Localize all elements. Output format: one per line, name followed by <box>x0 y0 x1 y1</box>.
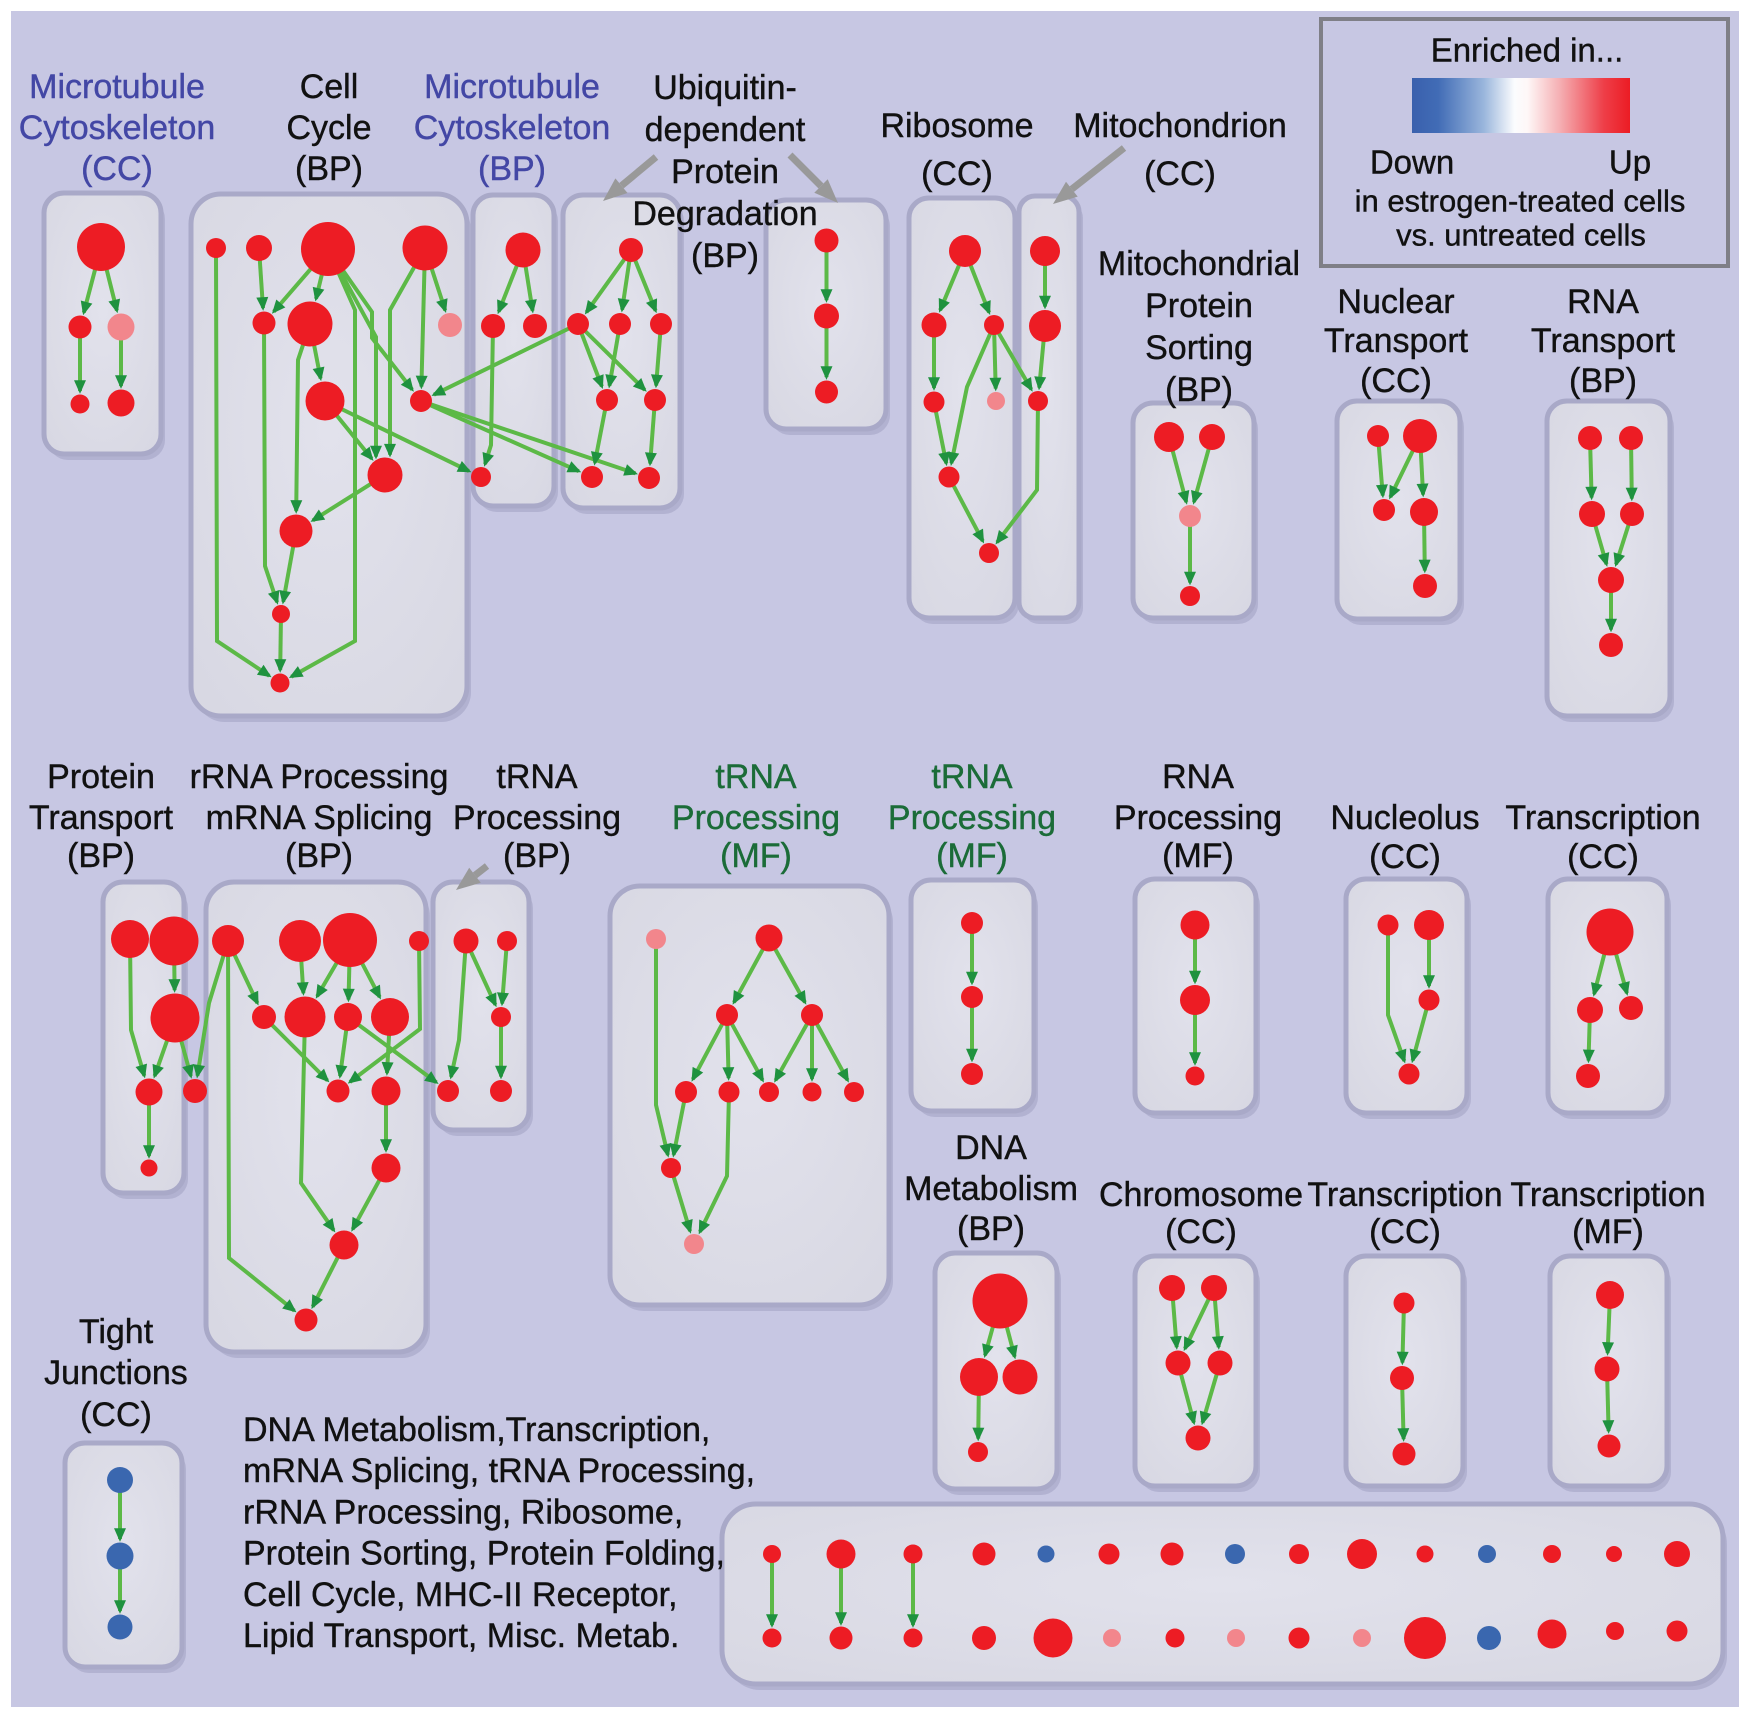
svg-text:rRNA Processing: rRNA Processing <box>190 758 449 796</box>
svg-text:Cytoskeleton: Cytoskeleton <box>19 109 216 147</box>
svg-text:Transcription: Transcription <box>1307 1176 1502 1214</box>
svg-text:Transport: Transport <box>1531 322 1676 360</box>
svg-text:Ubiquitin-: Ubiquitin- <box>653 69 797 107</box>
svg-text:Cell: Cell <box>300 68 359 106</box>
svg-text:Chromosome: Chromosome <box>1099 1176 1303 1214</box>
svg-text:Transcription: Transcription <box>1510 1176 1705 1214</box>
svg-text:Cell Cycle, MHC-II Receptor,: Cell Cycle, MHC-II Receptor, <box>243 1576 678 1614</box>
svg-text:(CC): (CC) <box>1144 155 1216 193</box>
svg-text:Protein: Protein <box>1145 287 1253 325</box>
svg-text:Up: Up <box>1609 144 1651 181</box>
svg-text:(BP): (BP) <box>957 1210 1025 1248</box>
svg-text:(MF): (MF) <box>936 837 1008 875</box>
svg-text:Junctions: Junctions <box>44 1354 188 1392</box>
svg-text:Cytoskeleton: Cytoskeleton <box>414 109 611 147</box>
svg-text:(BP): (BP) <box>295 150 363 188</box>
svg-text:(BP): (BP) <box>285 837 353 875</box>
svg-text:Protein: Protein <box>47 758 155 796</box>
svg-text:Ribosome: Ribosome <box>880 107 1033 145</box>
svg-text:Degradation: Degradation <box>632 195 817 233</box>
svg-text:(BP): (BP) <box>503 837 571 875</box>
svg-text:Cycle: Cycle <box>286 109 371 147</box>
svg-text:(CC): (CC) <box>1360 362 1432 400</box>
svg-text:(BP): (BP) <box>67 837 135 875</box>
svg-text:Microtubule: Microtubule <box>29 68 205 106</box>
svg-text:tRNA: tRNA <box>715 758 797 796</box>
svg-text:Enriched in...: Enriched in... <box>1431 32 1624 69</box>
svg-text:(MF): (MF) <box>1162 837 1234 875</box>
svg-text:Transcription: Transcription <box>1505 799 1700 837</box>
svg-text:Processing: Processing <box>672 799 840 837</box>
svg-text:Transport: Transport <box>1324 322 1469 360</box>
svg-text:(CC): (CC) <box>1369 1213 1441 1251</box>
svg-text:(CC): (CC) <box>1567 838 1639 876</box>
svg-text:DNA: DNA <box>955 1129 1027 1167</box>
svg-text:Protein: Protein <box>671 153 779 191</box>
svg-text:Metabolism: Metabolism <box>904 1170 1078 1208</box>
svg-text:Processing: Processing <box>453 799 621 837</box>
svg-text:rRNA Processing, Ribosome,: rRNA Processing, Ribosome, <box>243 1493 683 1531</box>
svg-text:Tight: Tight <box>79 1313 154 1351</box>
svg-text:Protein Sorting, Protein Foldi: Protein Sorting, Protein Folding, <box>243 1535 725 1573</box>
svg-text:RNA: RNA <box>1567 283 1639 321</box>
svg-text:in estrogen-treated cells: in estrogen-treated cells <box>1355 184 1686 219</box>
svg-text:dependent: dependent <box>645 111 806 149</box>
svg-text:(CC): (CC) <box>81 150 153 188</box>
svg-text:vs. untreated cells: vs. untreated cells <box>1396 218 1646 253</box>
svg-text:(CC): (CC) <box>921 155 993 193</box>
svg-text:(MF): (MF) <box>1572 1213 1644 1251</box>
svg-text:mRNA Splicing, tRNA Processing: mRNA Splicing, tRNA Processing, <box>243 1452 755 1490</box>
svg-text:Nucleolus: Nucleolus <box>1330 799 1479 837</box>
svg-text:(BP): (BP) <box>1165 371 1233 409</box>
svg-text:Nuclear: Nuclear <box>1337 283 1454 321</box>
svg-text:mRNA Splicing: mRNA Splicing <box>206 799 433 837</box>
svg-text:(CC): (CC) <box>80 1396 152 1434</box>
svg-text:DNA Metabolism,Transcription,: DNA Metabolism,Transcription, <box>243 1411 710 1449</box>
svg-text:Mitochondrion: Mitochondrion <box>1073 107 1287 145</box>
svg-text:Down: Down <box>1370 144 1454 181</box>
svg-text:tRNA: tRNA <box>931 758 1013 796</box>
svg-text:(CC): (CC) <box>1165 1213 1237 1251</box>
svg-text:(BP): (BP) <box>1569 362 1637 400</box>
svg-text:(MF): (MF) <box>720 837 792 875</box>
svg-text:Mitochondrial: Mitochondrial <box>1098 245 1300 283</box>
svg-text:Transport: Transport <box>29 799 174 837</box>
svg-text:(CC): (CC) <box>1369 838 1441 876</box>
svg-text:Microtubule: Microtubule <box>424 68 600 106</box>
svg-text:(BP): (BP) <box>478 150 546 188</box>
svg-text:tRNA: tRNA <box>496 758 578 796</box>
svg-text:(BP): (BP) <box>691 237 759 275</box>
svg-text:Processing: Processing <box>1114 799 1282 837</box>
svg-text:Sorting: Sorting <box>1145 329 1253 367</box>
svg-text:Lipid Transport, Misc. Metab.: Lipid Transport, Misc. Metab. <box>243 1617 680 1655</box>
svg-text:Processing: Processing <box>888 799 1056 837</box>
svg-text:RNA: RNA <box>1162 758 1234 796</box>
